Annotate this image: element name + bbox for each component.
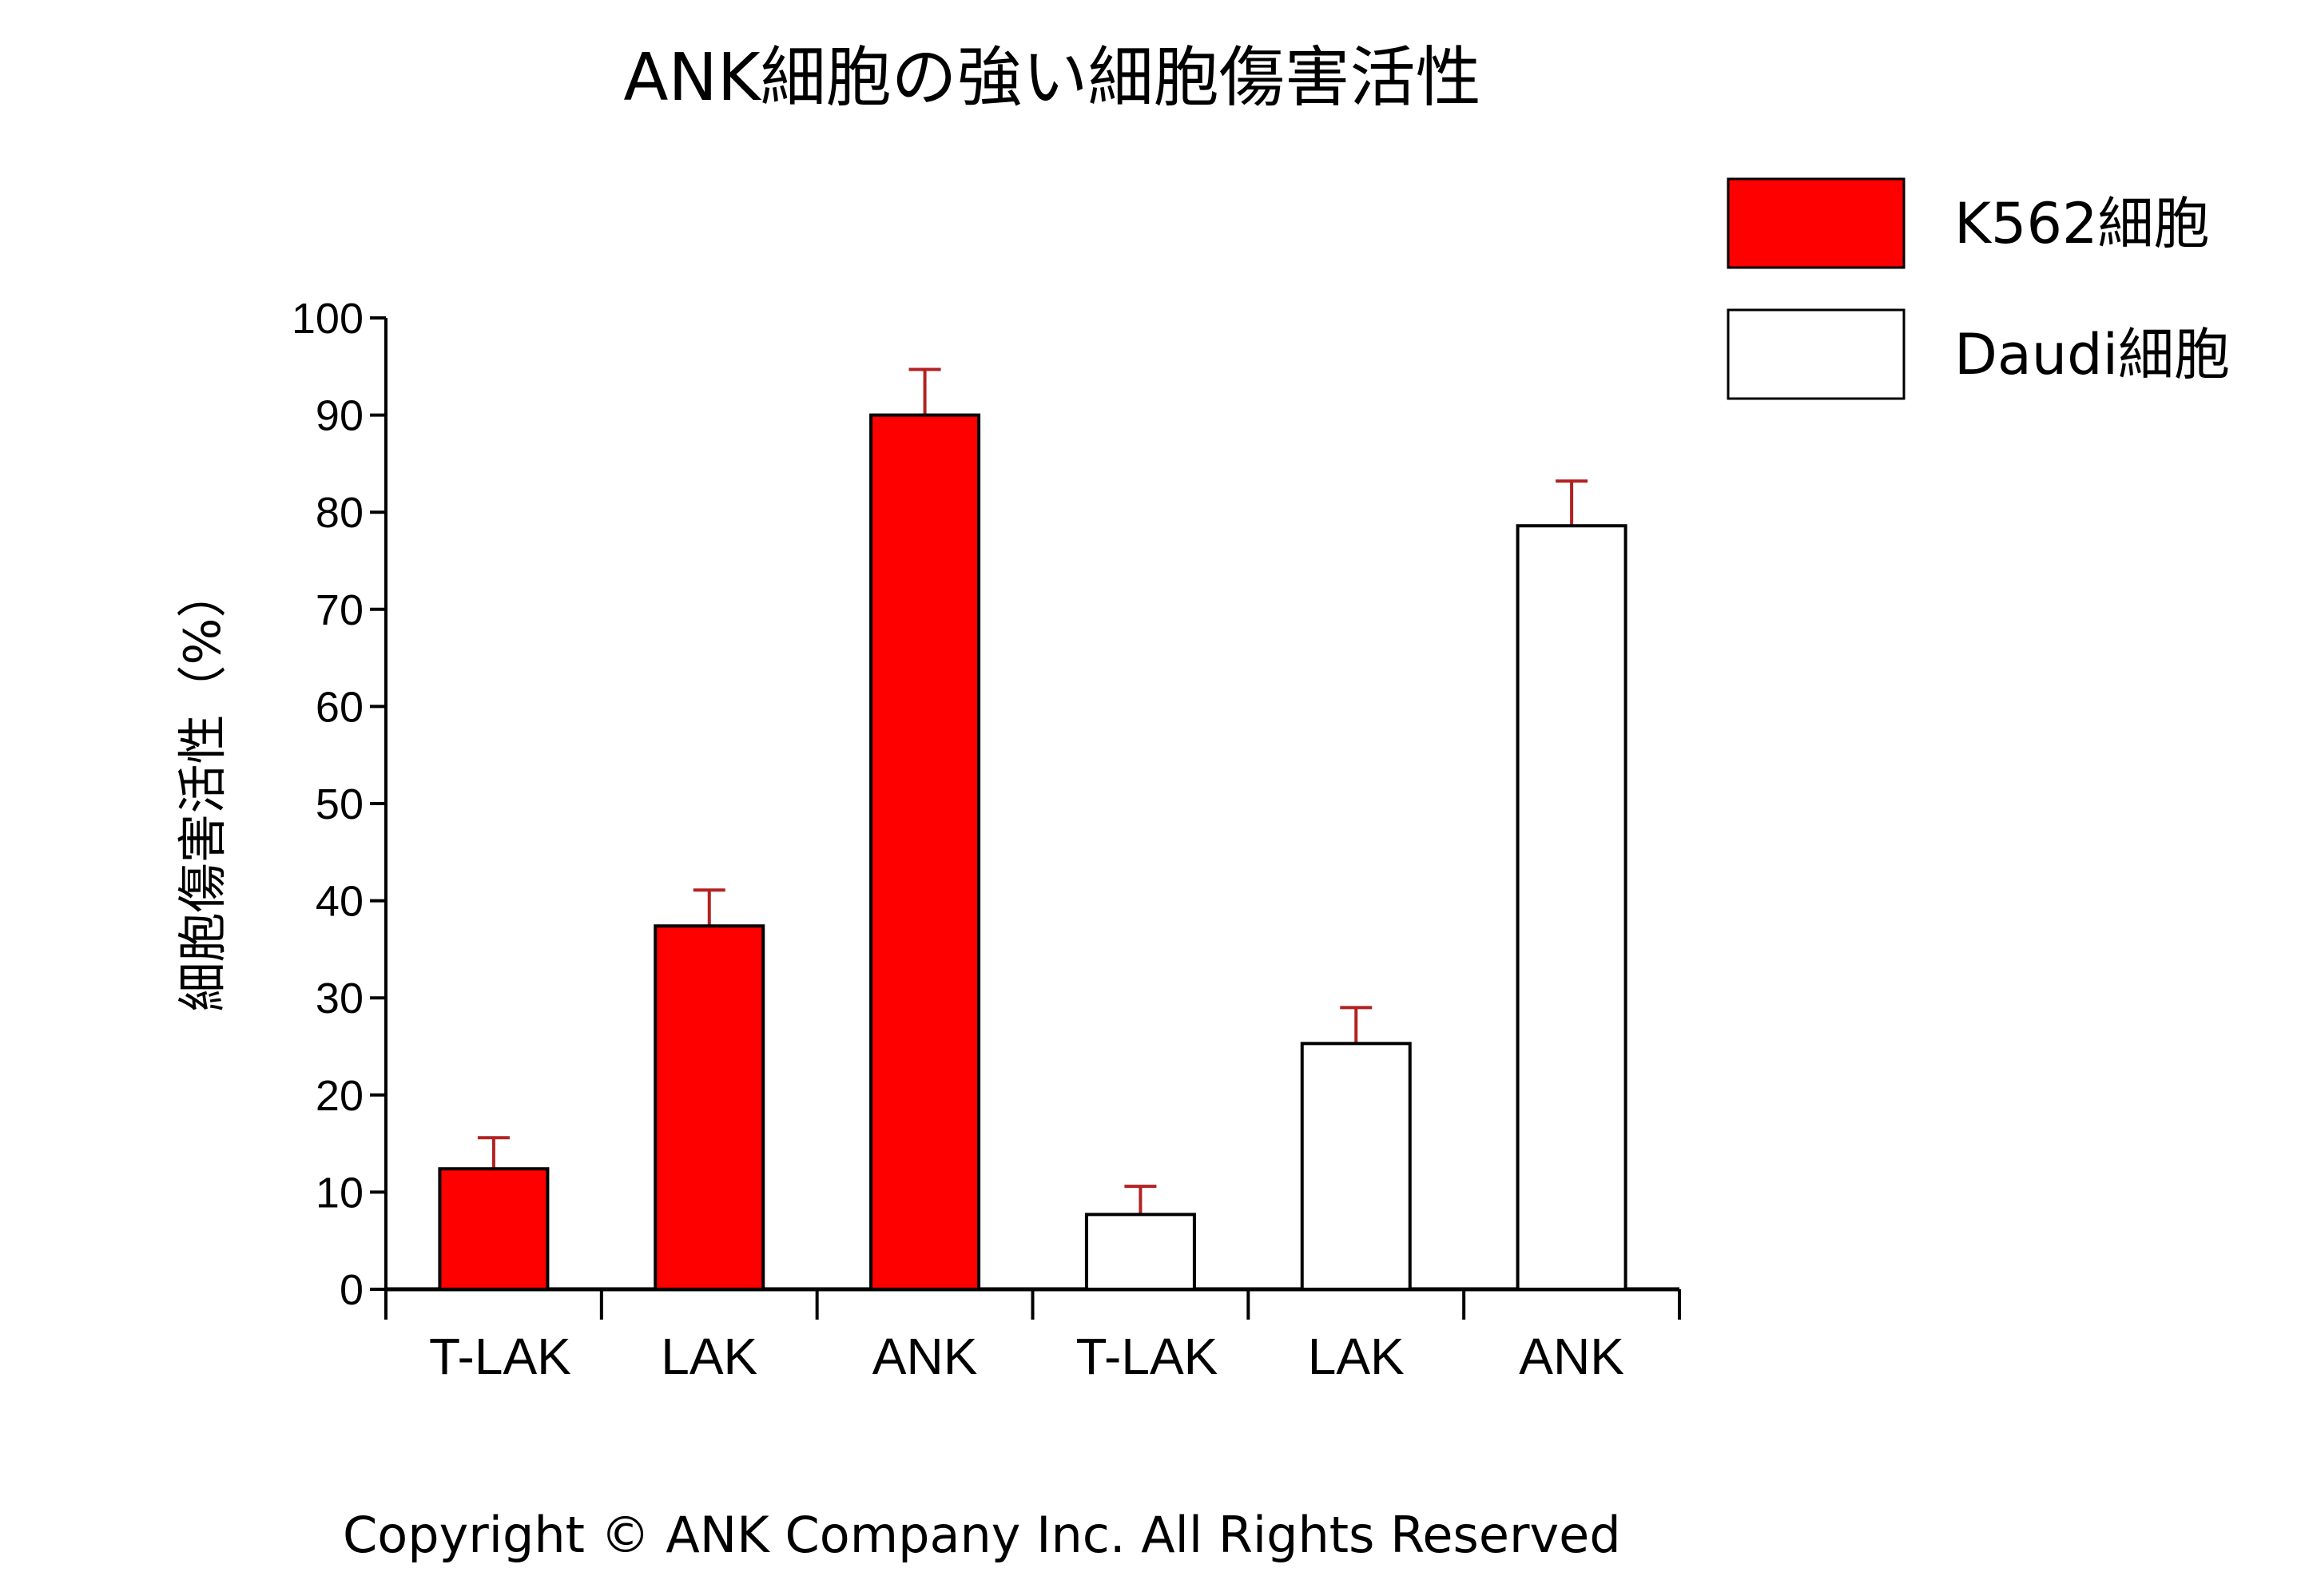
y-tick-label: 50	[316, 780, 364, 828]
bar	[869, 413, 981, 1291]
copyright-text: Copyright © ANK Company Inc. All Rights …	[343, 1506, 1621, 1564]
y-tick-label: 10	[316, 1169, 364, 1217]
y-tick-label: 70	[316, 586, 364, 634]
y-tick-label: 40	[316, 878, 364, 926]
legend-swatch	[1727, 177, 1906, 269]
bar	[1300, 1042, 1412, 1292]
y-tick-label: 80	[316, 489, 364, 537]
y-tick-label: 100	[292, 295, 364, 343]
bar	[1084, 1213, 1196, 1292]
legend-swatch	[1727, 308, 1906, 400]
x-tick-label: ANK	[1519, 1328, 1624, 1385]
x-tick-label: ANK	[872, 1328, 978, 1385]
x-tick-label: LAK	[1308, 1328, 1405, 1385]
y-tick-label: 30	[316, 975, 364, 1022]
y-tick-label: 60	[316, 683, 364, 731]
x-tick-label: LAK	[661, 1328, 757, 1385]
bar	[1516, 524, 1627, 1291]
legend-label: Daudi細胞	[1954, 322, 2230, 387]
y-tick-label: 90	[316, 392, 364, 440]
bar	[654, 924, 765, 1291]
y-tick-label: 20	[316, 1072, 364, 1120]
y-tick-label: 0	[340, 1266, 364, 1314]
bar	[438, 1167, 550, 1291]
y-axis-label: 細胞傷害活性（%）	[173, 569, 232, 1012]
x-tick-label: T-LAK	[1075, 1328, 1218, 1385]
x-tick-label: T-LAK	[429, 1328, 571, 1385]
chart-title: ANK細胞の強い細胞傷害活性	[623, 40, 1481, 116]
legend-label: K562細胞	[1954, 191, 2210, 256]
